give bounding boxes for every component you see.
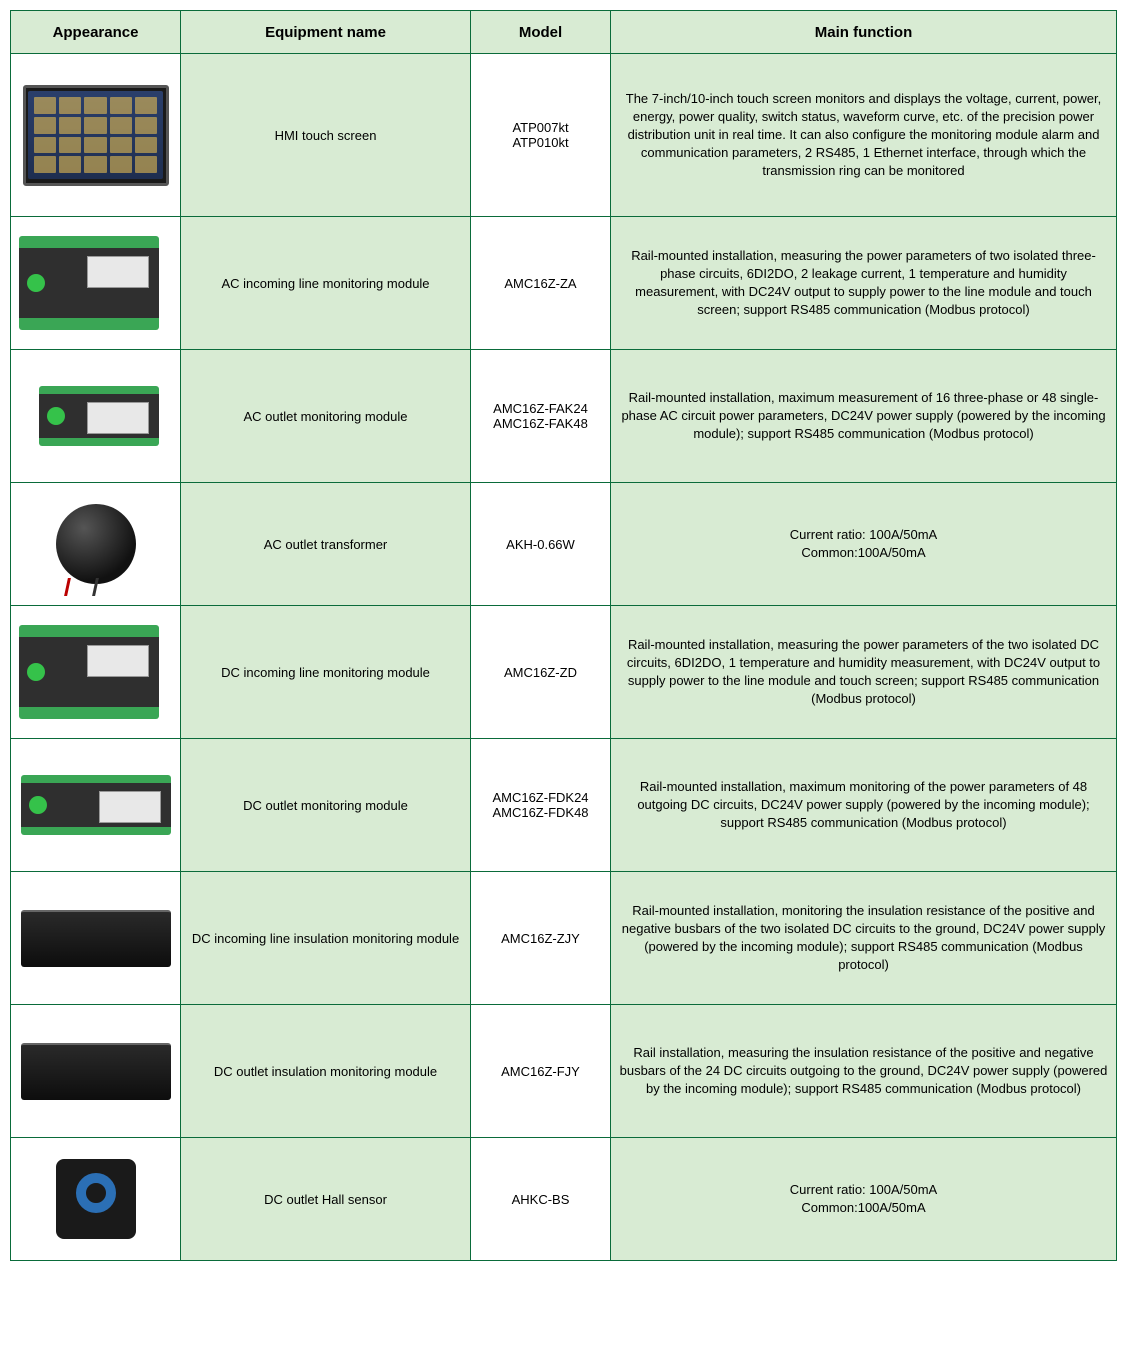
table-row: DC incoming line monitoring moduleAMC16Z… (11, 606, 1117, 739)
equipment-name-cell: DC outlet Hall sensor (181, 1138, 471, 1261)
function-cell: Current ratio: 100A/50mA Common:100A/50m… (611, 483, 1117, 606)
equipment-table: Appearance Equipment name Model Main fun… (10, 10, 1117, 1261)
table-row: DC outlet Hall sensorAHKC-BSCurrent rati… (11, 1138, 1117, 1261)
table-row: DC outlet monitoring moduleAMC16Z-FDK24 … (11, 739, 1117, 872)
module-thin-device-icon (21, 775, 171, 835)
table-row: HMI touch screenATP007kt ATP010ktThe 7-i… (11, 54, 1117, 217)
model-cell: AMC16Z-ZJY (471, 872, 611, 1005)
table-row: AC outlet monitoring moduleAMC16Z-FAK24 … (11, 350, 1117, 483)
model-cell: ATP007kt ATP010kt (471, 54, 611, 217)
model-cell: AMC16Z-FDK24 AMC16Z-FDK48 (471, 739, 611, 872)
appearance-cell (11, 217, 181, 350)
model-cell: AHKC-BS (471, 1138, 611, 1261)
equipment-name-cell: HMI touch screen (181, 54, 471, 217)
model-cell: AMC16Z-FAK24 AMC16Z-FAK48 (471, 350, 611, 483)
col-header-model: Model (471, 11, 611, 54)
function-cell: Rail-mounted installation, measuring the… (611, 606, 1117, 739)
appearance-cell (11, 1138, 181, 1261)
table-header-row: Appearance Equipment name Model Main fun… (11, 11, 1117, 54)
function-cell: Rail-mounted installation, monitoring th… (611, 872, 1117, 1005)
equipment-name-cell: DC incoming line insulation monitoring m… (181, 872, 471, 1005)
module-device-icon (19, 625, 159, 719)
function-cell: The 7-inch/10-inch touch screen monitors… (611, 54, 1117, 217)
appearance-cell (11, 1005, 181, 1138)
transformer-device-icon (56, 504, 136, 584)
function-cell: Rail-mounted installation, maximum monit… (611, 739, 1117, 872)
model-cell: AMC16Z-ZA (471, 217, 611, 350)
table-row: AC outlet transformerAKH-0.66WCurrent ra… (11, 483, 1117, 606)
col-header-appearance: Appearance (11, 11, 181, 54)
black-box-device-icon (21, 910, 171, 967)
function-cell: Rail installation, measuring the insulat… (611, 1005, 1117, 1138)
hmi-device-icon (23, 85, 169, 186)
function-cell: Rail-mounted installation, measuring the… (611, 217, 1117, 350)
equipment-name-cell: DC outlet insulation monitoring module (181, 1005, 471, 1138)
model-cell: AMC16Z-FJY (471, 1005, 611, 1138)
appearance-cell (11, 739, 181, 872)
equipment-name-cell: AC outlet transformer (181, 483, 471, 606)
equipment-name-cell: AC outlet monitoring module (181, 350, 471, 483)
appearance-cell (11, 872, 181, 1005)
col-header-func: Main function (611, 11, 1117, 54)
equipment-name-cell: AC incoming line monitoring module (181, 217, 471, 350)
col-header-name: Equipment name (181, 11, 471, 54)
table-row: AC incoming line monitoring moduleAMC16Z… (11, 217, 1117, 350)
model-cell: AKH-0.66W (471, 483, 611, 606)
module-rail-device-icon (19, 383, 179, 449)
equipment-name-cell: DC incoming line monitoring module (181, 606, 471, 739)
equipment-name-cell: DC outlet monitoring module (181, 739, 471, 872)
function-cell: Rail-mounted installation, maximum measu… (611, 350, 1117, 483)
appearance-cell (11, 606, 181, 739)
module-device-icon (19, 236, 159, 330)
table-row: DC outlet insulation monitoring moduleAM… (11, 1005, 1117, 1138)
function-cell: Current ratio: 100A/50mA Common:100A/50m… (611, 1138, 1117, 1261)
appearance-cell (11, 483, 181, 606)
appearance-cell (11, 350, 181, 483)
black-box-device-icon (21, 1043, 171, 1100)
model-cell: AMC16Z-ZD (471, 606, 611, 739)
hall-sensor-device-icon (56, 1159, 136, 1239)
table-row: DC incoming line insulation monitoring m… (11, 872, 1117, 1005)
appearance-cell (11, 54, 181, 217)
